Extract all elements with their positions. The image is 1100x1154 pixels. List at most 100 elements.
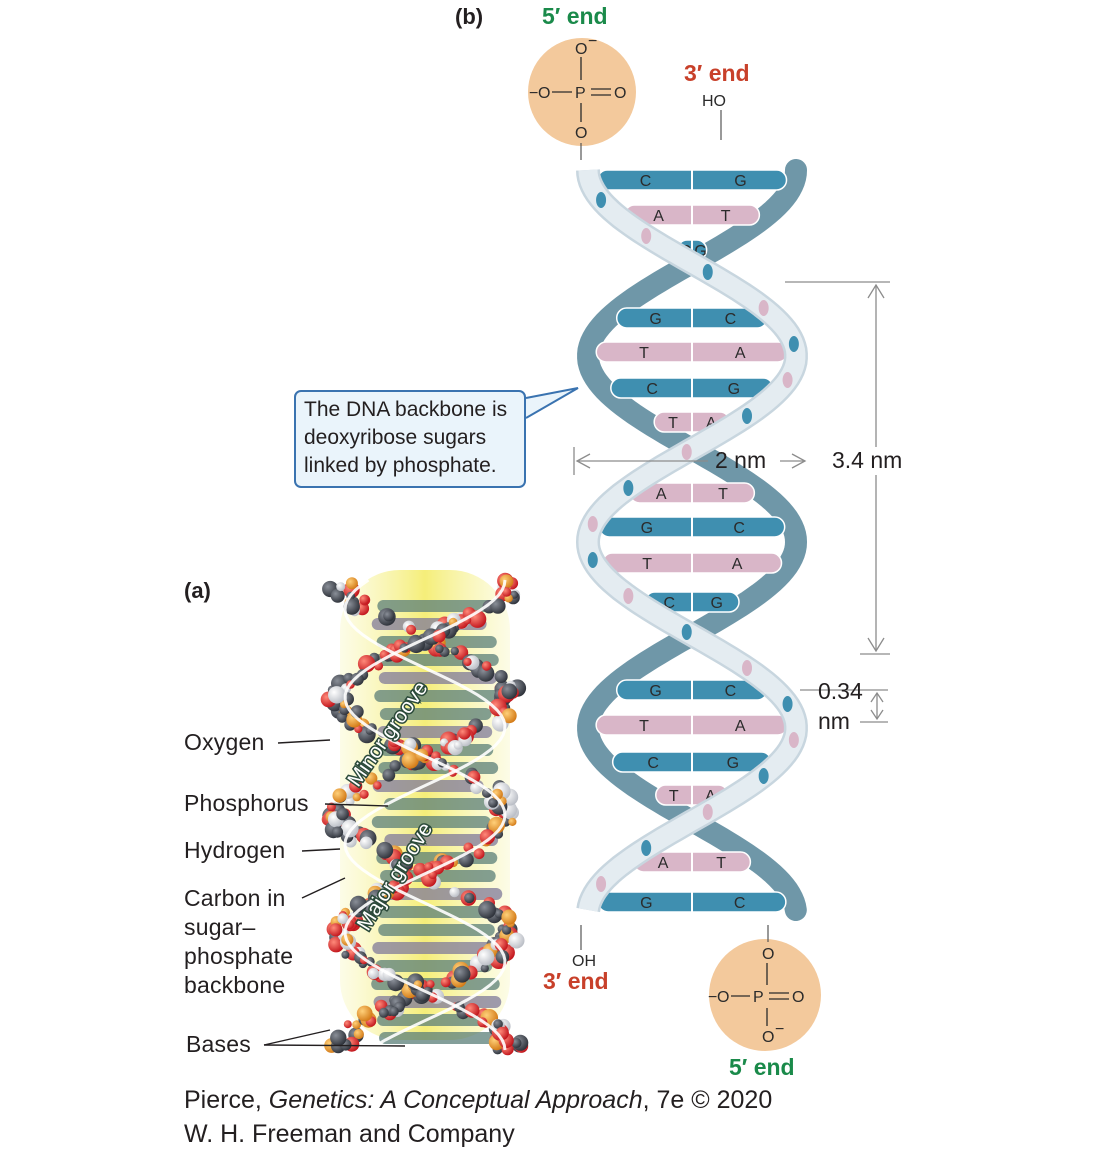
atom	[501, 683, 518, 700]
backbone-ribbon	[343, 578, 507, 1052]
ho-label: HO	[702, 93, 726, 110]
sugar-dot	[587, 552, 598, 568]
base-letter: A	[658, 855, 669, 872]
svg-text:−: −	[775, 1021, 784, 1038]
svg-text:P: P	[753, 989, 764, 1006]
svg-text:O: O	[762, 946, 774, 963]
svg-text:−: −	[588, 33, 597, 50]
svg-text:O: O	[538, 85, 550, 102]
svg-text:O: O	[614, 85, 626, 102]
atom	[453, 740, 463, 750]
hydrogen-label: Hydrogen	[184, 837, 286, 863]
atom	[435, 644, 444, 654]
atom	[356, 1005, 373, 1022]
svg-text:O: O	[717, 989, 729, 1006]
base-letter: A	[706, 415, 717, 432]
sugar-dot	[596, 192, 607, 208]
atom	[331, 826, 344, 838]
atom	[463, 657, 472, 667]
sugar-dot	[788, 732, 799, 748]
atom	[499, 574, 514, 589]
base-letter: T	[716, 855, 726, 872]
atom	[341, 819, 359, 838]
atom	[494, 909, 504, 919]
atom	[490, 598, 506, 614]
svg-text:P: P	[575, 85, 586, 102]
space-filling-model: Minor groove Major groove	[320, 570, 529, 1056]
svg-text:O: O	[762, 1029, 774, 1046]
atom	[458, 727, 471, 740]
base-letter: C	[646, 381, 658, 398]
atom	[473, 848, 485, 860]
base-letter: G	[734, 173, 746, 190]
sugar-dot	[623, 588, 634, 604]
atom	[449, 887, 460, 898]
atom	[330, 588, 345, 603]
base-letter: A	[656, 486, 667, 503]
atom	[352, 792, 361, 802]
atom	[378, 1007, 389, 1018]
top-3-prime-label: 3′ end	[684, 60, 750, 86]
sugar-dot	[587, 516, 598, 532]
base-stack	[384, 798, 514, 810]
base-stack	[372, 780, 484, 792]
carbon-label: Carbon in sugar– phosphate backbone	[184, 885, 294, 998]
base-letter: C	[725, 311, 737, 328]
base-letter: C	[734, 895, 746, 912]
atom	[329, 923, 343, 937]
callout-line-1: The DNA backbone is	[304, 398, 508, 421]
sugar-dot	[681, 624, 692, 640]
sugar-dot	[758, 768, 769, 784]
back-strand	[577, 159, 808, 921]
callout-line-2: deoxyribose sugars	[304, 426, 487, 449]
oh-label: OH	[572, 953, 596, 970]
base-letter: C	[725, 683, 737, 700]
svg-text:−: −	[529, 85, 538, 102]
sugar-dot	[641, 228, 652, 244]
atom	[391, 858, 403, 871]
base-letter: T	[669, 788, 679, 805]
width-label: 2 nm	[715, 447, 767, 473]
atom	[508, 932, 525, 949]
base-letter: G	[649, 683, 661, 700]
atom	[494, 670, 508, 683]
pitch-label: 3.4 nm	[832, 447, 903, 473]
base-pairs: C GA TC GG CT AC GT AA TG CT AC GG CT AC GT AA TG C	[595, 169, 789, 913]
atom	[401, 751, 419, 769]
atom	[389, 1006, 399, 1017]
atom	[488, 798, 498, 808]
bases-label: Bases	[186, 1031, 251, 1057]
phos-top-o: O	[575, 41, 587, 58]
atom	[328, 686, 346, 704]
atom	[508, 817, 517, 826]
atom	[341, 950, 350, 959]
atom	[353, 1028, 364, 1040]
dimension-lines	[573, 281, 890, 723]
sugar-dot	[742, 660, 753, 676]
atom	[326, 802, 336, 812]
base-stack	[371, 816, 491, 828]
atom	[352, 1020, 361, 1029]
atom	[426, 980, 435, 989]
atom	[373, 781, 382, 790]
base-letter: C	[647, 755, 659, 772]
credit-line-2: W. H. Freeman and Company	[184, 1120, 515, 1148]
atom	[440, 977, 451, 988]
base-letter: G	[728, 381, 740, 398]
sugar-dot	[681, 444, 692, 460]
atom	[493, 1019, 503, 1029]
base-letter: T	[639, 345, 649, 362]
front-strand	[575, 169, 808, 913]
base-letter: T	[639, 718, 649, 735]
sugar-dot	[702, 264, 713, 280]
sugar-dot	[742, 408, 753, 424]
atom	[332, 788, 347, 803]
atom	[336, 582, 346, 592]
atom	[349, 779, 363, 793]
oxygen-label: Oxygen	[184, 729, 265, 755]
